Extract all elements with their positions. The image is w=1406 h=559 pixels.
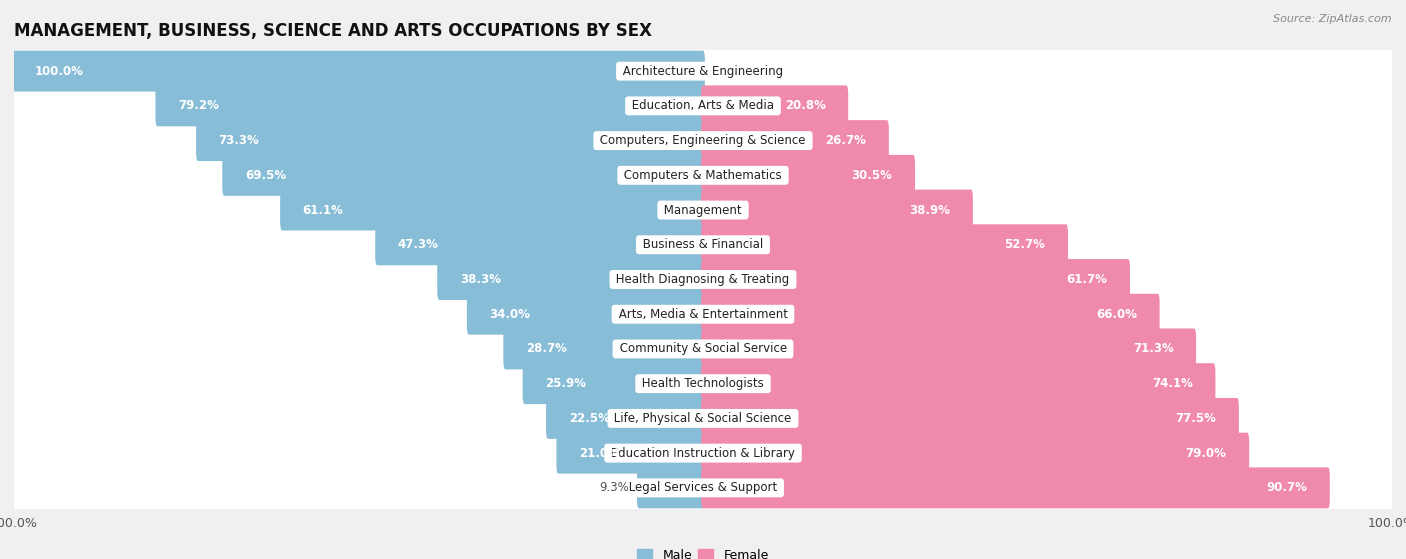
FancyBboxPatch shape [702,294,1160,335]
FancyBboxPatch shape [467,294,704,335]
Text: 47.3%: 47.3% [398,238,439,252]
Text: 90.7%: 90.7% [1267,481,1308,494]
FancyBboxPatch shape [375,224,704,265]
FancyBboxPatch shape [14,454,1392,522]
Text: Source: ZipAtlas.com: Source: ZipAtlas.com [1274,14,1392,24]
FancyBboxPatch shape [14,349,1392,418]
Text: 100.0%: 100.0% [35,65,83,78]
Text: 69.5%: 69.5% [245,169,285,182]
Text: 21.0%: 21.0% [579,447,620,459]
FancyBboxPatch shape [503,329,704,369]
FancyBboxPatch shape [280,190,704,230]
FancyBboxPatch shape [702,224,1069,265]
FancyBboxPatch shape [437,259,704,300]
FancyBboxPatch shape [156,86,704,126]
FancyBboxPatch shape [14,141,1392,210]
Text: Education Instruction & Library: Education Instruction & Library [607,447,799,459]
FancyBboxPatch shape [546,398,704,439]
Text: Computers & Mathematics: Computers & Mathematics [620,169,786,182]
Text: 73.3%: 73.3% [219,134,260,147]
FancyBboxPatch shape [702,398,1239,439]
FancyBboxPatch shape [702,433,1249,473]
FancyBboxPatch shape [14,419,1392,487]
Text: Community & Social Service: Community & Social Service [616,343,790,356]
Text: 38.9%: 38.9% [910,203,950,216]
Text: 30.5%: 30.5% [852,169,893,182]
FancyBboxPatch shape [222,155,704,196]
FancyBboxPatch shape [14,72,1392,140]
FancyBboxPatch shape [702,86,848,126]
Text: 26.7%: 26.7% [825,134,866,147]
FancyBboxPatch shape [14,385,1392,452]
Text: Health Technologists: Health Technologists [638,377,768,390]
Text: 22.5%: 22.5% [568,412,610,425]
FancyBboxPatch shape [14,315,1392,383]
Text: 34.0%: 34.0% [489,307,530,321]
FancyBboxPatch shape [195,120,704,161]
FancyBboxPatch shape [702,329,1197,369]
Text: 9.3%: 9.3% [599,481,628,494]
Text: 66.0%: 66.0% [1097,307,1137,321]
FancyBboxPatch shape [702,259,1130,300]
Text: Health Diagnosing & Treating: Health Diagnosing & Treating [613,273,793,286]
Text: 61.7%: 61.7% [1067,273,1108,286]
Text: Computers, Engineering & Science: Computers, Engineering & Science [596,134,810,147]
Text: Architecture & Engineering: Architecture & Engineering [619,65,787,78]
FancyBboxPatch shape [14,176,1392,244]
FancyBboxPatch shape [14,107,1392,174]
FancyBboxPatch shape [702,190,973,230]
Text: Education, Arts & Media: Education, Arts & Media [628,100,778,112]
FancyBboxPatch shape [523,363,704,404]
Text: 71.3%: 71.3% [1133,343,1174,356]
Text: 38.3%: 38.3% [460,273,501,286]
Text: Management: Management [661,203,745,216]
FancyBboxPatch shape [14,37,1392,105]
Text: Arts, Media & Entertainment: Arts, Media & Entertainment [614,307,792,321]
FancyBboxPatch shape [14,280,1392,348]
Text: 20.8%: 20.8% [785,100,825,112]
FancyBboxPatch shape [702,363,1215,404]
Text: 52.7%: 52.7% [1004,238,1046,252]
Text: Legal Services & Support: Legal Services & Support [626,481,780,494]
Text: 79.2%: 79.2% [179,100,219,112]
FancyBboxPatch shape [13,51,704,92]
FancyBboxPatch shape [14,211,1392,279]
FancyBboxPatch shape [702,467,1330,508]
Text: 28.7%: 28.7% [526,343,567,356]
FancyBboxPatch shape [14,245,1392,314]
Text: 61.1%: 61.1% [302,203,343,216]
Text: 74.1%: 74.1% [1152,377,1192,390]
Text: 77.5%: 77.5% [1175,412,1216,425]
FancyBboxPatch shape [637,467,704,508]
Text: 79.0%: 79.0% [1185,447,1226,459]
Text: Business & Financial: Business & Financial [638,238,768,252]
FancyBboxPatch shape [702,155,915,196]
Text: 25.9%: 25.9% [546,377,586,390]
FancyBboxPatch shape [702,120,889,161]
Text: Life, Physical & Social Science: Life, Physical & Social Science [610,412,796,425]
Legend: Male, Female: Male, Female [633,543,773,559]
FancyBboxPatch shape [557,433,704,473]
Text: MANAGEMENT, BUSINESS, SCIENCE AND ARTS OCCUPATIONS BY SEX: MANAGEMENT, BUSINESS, SCIENCE AND ARTS O… [14,22,652,40]
